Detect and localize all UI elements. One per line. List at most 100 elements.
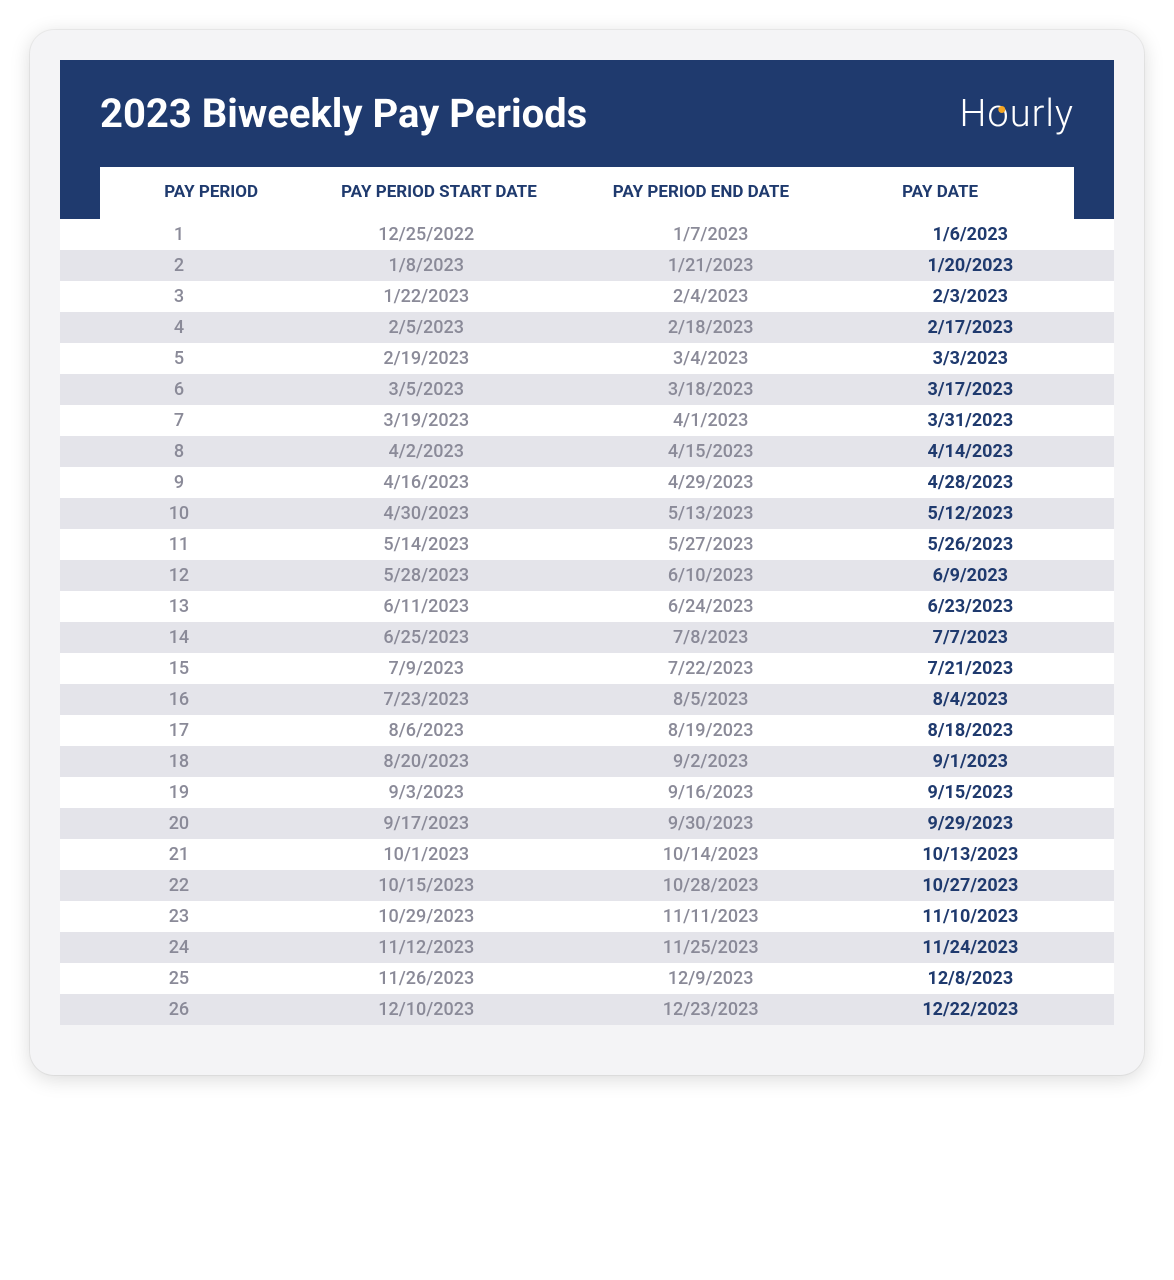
- cell-end-date: 12/9/2023: [575, 968, 847, 989]
- brand-logo: Hourly: [959, 92, 1074, 136]
- table-row: 125/28/20236/10/20236/9/2023: [60, 560, 1114, 591]
- cell-pay-date: 3/31/2023: [847, 410, 1094, 431]
- table-row: 2411/12/202311/25/202311/24/2023: [60, 932, 1114, 963]
- cell-pay-date: 5/12/2023: [847, 503, 1094, 524]
- cell-pay-period: 26: [80, 999, 278, 1020]
- cell-pay-period: 9: [80, 472, 278, 493]
- cell-pay-period: 2: [80, 255, 278, 276]
- cell-end-date: 9/30/2023: [575, 813, 847, 834]
- table-row: 104/30/20235/13/20235/12/2023: [60, 498, 1114, 529]
- table-row: 112/25/20221/7/20231/6/2023: [60, 219, 1114, 250]
- cell-end-date: 6/24/2023: [575, 596, 847, 617]
- table-row: 188/20/20239/2/20239/1/2023: [60, 746, 1114, 777]
- cell-pay-period: 6: [80, 379, 278, 400]
- table-row: 63/5/20233/18/20233/17/2023: [60, 374, 1114, 405]
- cell-pay-period: 7: [80, 410, 278, 431]
- cell-pay-date: 6/9/2023: [847, 565, 1094, 586]
- cell-end-date: 3/4/2023: [575, 348, 847, 369]
- cell-end-date: 2/18/2023: [575, 317, 847, 338]
- table-row: 2310/29/202311/11/202311/10/2023: [60, 901, 1114, 932]
- table-row: 2612/10/202312/23/202312/22/2023: [60, 994, 1114, 1025]
- cell-pay-period: 22: [80, 875, 278, 896]
- cell-end-date: 5/13/2023: [575, 503, 847, 524]
- table-row: 94/16/20234/29/20234/28/2023: [60, 467, 1114, 498]
- cell-start-date: 1/22/2023: [278, 286, 575, 307]
- cell-pay-date: 7/7/2023: [847, 627, 1094, 648]
- table-header-wrap: PAY PERIOD PAY PERIOD START DATE PAY PER…: [100, 167, 1074, 219]
- cell-pay-date: 11/24/2023: [847, 937, 1094, 958]
- cell-pay-date: 3/3/2023: [847, 348, 1094, 369]
- cell-pay-date: 11/10/2023: [847, 906, 1094, 927]
- cell-start-date: 5/28/2023: [278, 565, 575, 586]
- cell-start-date: 9/3/2023: [278, 782, 575, 803]
- cell-pay-date: 9/29/2023: [847, 813, 1094, 834]
- cell-pay-period: 10: [80, 503, 278, 524]
- cell-pay-date: 1/20/2023: [847, 255, 1094, 276]
- cell-pay-period: 13: [80, 596, 278, 617]
- cell-end-date: 5/27/2023: [575, 534, 847, 555]
- cell-end-date: 10/28/2023: [575, 875, 847, 896]
- cell-end-date: 9/2/2023: [575, 751, 847, 772]
- card-header: 2023 Biweekly Pay Periods Hourly PAY PER…: [60, 60, 1114, 219]
- cell-end-date: 2/4/2023: [575, 286, 847, 307]
- table-row: 167/23/20238/5/20238/4/2023: [60, 684, 1114, 715]
- cell-end-date: 4/1/2023: [575, 410, 847, 431]
- table-row: 42/5/20232/18/20232/17/2023: [60, 312, 1114, 343]
- table-row: 178/6/20238/19/20238/18/2023: [60, 715, 1114, 746]
- table-body: 112/25/20221/7/20231/6/202321/8/20231/21…: [60, 219, 1114, 1045]
- col-header-end-date: PAY PERIOD END DATE: [576, 181, 827, 203]
- cell-pay-period: 1: [80, 224, 278, 245]
- table-row: 2110/1/202310/14/202310/13/2023: [60, 839, 1114, 870]
- cell-end-date: 11/11/2023: [575, 906, 847, 927]
- cell-end-date: 10/14/2023: [575, 844, 847, 865]
- table-row: 2511/26/202312/9/202312/8/2023: [60, 963, 1114, 994]
- table-row: 52/19/20233/4/20233/3/2023: [60, 343, 1114, 374]
- page-title: 2023 Biweekly Pay Periods: [100, 90, 587, 137]
- cell-start-date: 11/12/2023: [278, 937, 575, 958]
- table-row: 199/3/20239/16/20239/15/2023: [60, 777, 1114, 808]
- cell-pay-date: 4/28/2023: [847, 472, 1094, 493]
- cell-pay-date: 5/26/2023: [847, 534, 1094, 555]
- cell-pay-date: 8/18/2023: [847, 720, 1094, 741]
- cell-end-date: 12/23/2023: [575, 999, 847, 1020]
- cell-pay-date: 9/1/2023: [847, 751, 1094, 772]
- cell-pay-date: 2/3/2023: [847, 286, 1094, 307]
- table-row: 136/11/20236/24/20236/23/2023: [60, 591, 1114, 622]
- cell-start-date: 6/11/2023: [278, 596, 575, 617]
- cell-pay-period: 11: [80, 534, 278, 555]
- cell-pay-date: 7/21/2023: [847, 658, 1094, 679]
- cell-pay-period: 16: [80, 689, 278, 710]
- table-row: 115/14/20235/27/20235/26/2023: [60, 529, 1114, 560]
- pay-period-card: 2023 Biweekly Pay Periods Hourly PAY PER…: [30, 30, 1144, 1075]
- cell-pay-date: 10/13/2023: [847, 844, 1094, 865]
- cell-pay-period: 4: [80, 317, 278, 338]
- cell-start-date: 10/29/2023: [278, 906, 575, 927]
- cell-pay-date: 3/17/2023: [847, 379, 1094, 400]
- cell-start-date: 12/10/2023: [278, 999, 575, 1020]
- cell-end-date: 1/7/2023: [575, 224, 847, 245]
- cell-pay-period: 25: [80, 968, 278, 989]
- col-header-pay-period: PAY PERIOD: [120, 181, 302, 203]
- cell-pay-period: 20: [80, 813, 278, 834]
- cell-start-date: 4/2/2023: [278, 441, 575, 462]
- cell-start-date: 2/5/2023: [278, 317, 575, 338]
- cell-pay-date: 1/6/2023: [847, 224, 1094, 245]
- cell-pay-period: 3: [80, 286, 278, 307]
- cell-pay-period: 12: [80, 565, 278, 586]
- table-row: 157/9/20237/22/20237/21/2023: [60, 653, 1114, 684]
- cell-start-date: 4/16/2023: [278, 472, 575, 493]
- table-row: 21/8/20231/21/20231/20/2023: [60, 250, 1114, 281]
- brand-accent-dot-icon: [998, 106, 1005, 113]
- cell-pay-period: 17: [80, 720, 278, 741]
- cell-end-date: 11/25/2023: [575, 937, 847, 958]
- cell-pay-period: 5: [80, 348, 278, 369]
- table-row: 84/2/20234/15/20234/14/2023: [60, 436, 1114, 467]
- cell-start-date: 5/14/2023: [278, 534, 575, 555]
- cell-end-date: 9/16/2023: [575, 782, 847, 803]
- cell-pay-date: 6/23/2023: [847, 596, 1094, 617]
- cell-end-date: 7/8/2023: [575, 627, 847, 648]
- cell-end-date: 4/15/2023: [575, 441, 847, 462]
- cell-pay-date: 2/17/2023: [847, 317, 1094, 338]
- cell-start-date: 6/25/2023: [278, 627, 575, 648]
- cell-start-date: 1/8/2023: [278, 255, 575, 276]
